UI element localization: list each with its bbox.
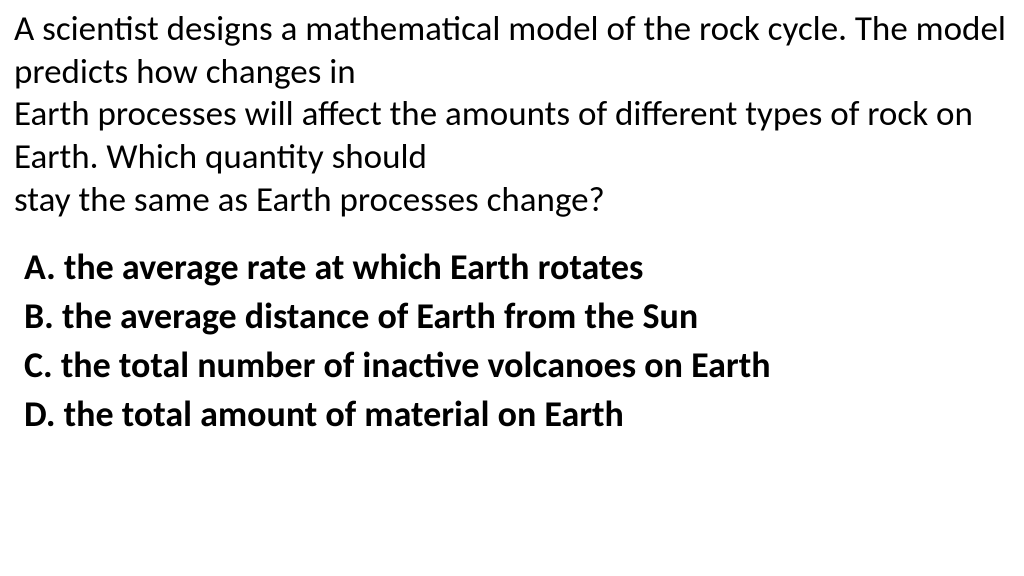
option-b: B. the average distance of Earth from th…: [24, 292, 1010, 341]
option-label: B.: [24, 294, 54, 338]
option-label: C.: [24, 343, 53, 387]
option-text: the average distance of Earth from the S…: [62, 294, 698, 338]
option-c: C. the total number of inactive volcanoe…: [24, 341, 1010, 390]
option-label: A.: [24, 245, 56, 289]
option-text: the average rate at which Earth rotates: [64, 245, 644, 289]
question-line-1: A scientist designs a mathematical model…: [14, 8, 1006, 93]
option-d: D. the total amount of material on Earth: [24, 390, 1010, 439]
option-a: A. the average rate at which Earth rotat…: [24, 243, 1010, 292]
question-text: A scientist designs a mathematical model…: [14, 8, 1010, 221]
options-list: A. the average rate at which Earth rotat…: [14, 243, 1010, 439]
question-line-3: stay the same as Earth processes change?: [14, 179, 605, 221]
option-label: D.: [24, 392, 56, 436]
option-text: the total amount of material on Earth: [64, 392, 624, 436]
option-text: the total number of inactive volcanoes o…: [61, 343, 771, 387]
slide-page: A scientist designs a mathematical model…: [0, 0, 1024, 439]
question-line-2: Earth processes will affect the amounts …: [14, 93, 973, 178]
